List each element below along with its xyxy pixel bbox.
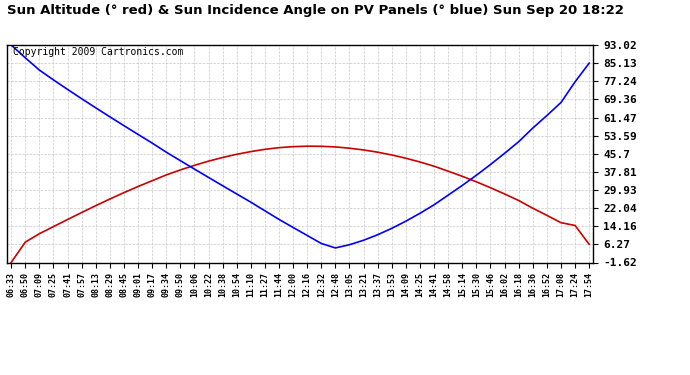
Text: Sun Altitude (° red) & Sun Incidence Angle on PV Panels (° blue) Sun Sep 20 18:2: Sun Altitude (° red) & Sun Incidence Ang… [7, 4, 624, 17]
Text: Copyright 2009 Cartronics.com: Copyright 2009 Cartronics.com [13, 47, 183, 57]
